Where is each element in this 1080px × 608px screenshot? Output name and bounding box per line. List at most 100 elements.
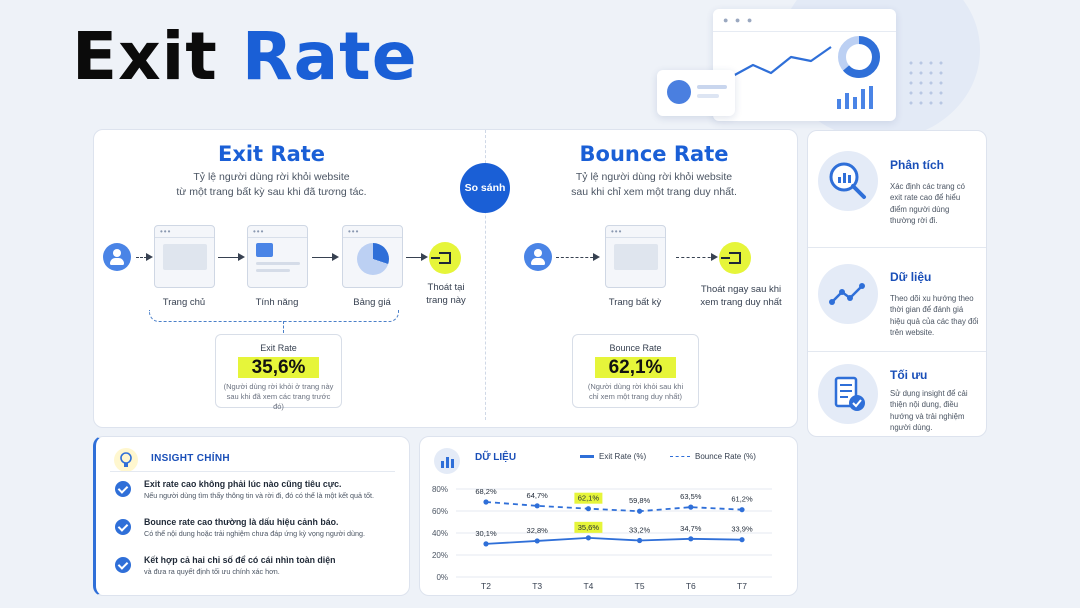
- page-home-label: Trang chủ: [162, 297, 206, 308]
- exit-door-icon: [719, 242, 751, 274]
- highlight-label-bg: [574, 521, 603, 533]
- side-item-data: Dữ liệu Theo dõi xu hướng theo thời gian …: [808, 247, 986, 351]
- flow-arrow: [556, 253, 600, 261]
- flow-arrow: [676, 253, 718, 261]
- data-label: 61,2%: [731, 495, 753, 504]
- data-label: 35,6%: [578, 523, 600, 532]
- dashboard-illustration: ● ● ●: [713, 9, 896, 121]
- x-tick-label: T2: [481, 581, 491, 591]
- user-icon: [103, 243, 131, 271]
- x-tick-label: T7: [737, 581, 747, 591]
- exit-rate-description: Tỷ lệ người dùng rời khỏi website từ một…: [176, 171, 367, 198]
- check-icon: [115, 557, 131, 573]
- y-tick-label: 20%: [432, 551, 448, 560]
- page-features-label: Tính năng: [255, 297, 299, 308]
- page-title: Exit Rate: [72, 18, 418, 95]
- insight-title: INSIGHT CHÍNH: [151, 453, 230, 464]
- data-point: [483, 499, 489, 505]
- side-desc-analysis: Xác định các trang có exit rate cao để hi…: [890, 182, 965, 225]
- data-label: 62,1%: [578, 494, 600, 503]
- y-tick-label: 80%: [432, 485, 448, 494]
- check-icon: [115, 519, 131, 535]
- flow-arrow: [218, 253, 245, 261]
- bounce-stat-note: (Người dùng rời khỏi sau khi chỉ xem một …: [587, 382, 684, 401]
- benefits-panel: Phân tích Xác định các trang có exit rate…: [807, 130, 987, 437]
- compare-badge: So sánh: [460, 163, 510, 213]
- data-label: 34,7%: [680, 524, 702, 533]
- bar-chart-icon: [434, 448, 460, 474]
- data-point: [585, 506, 591, 512]
- exit-rate-heading: Exit Rate: [217, 142, 326, 166]
- data-label: 64,7%: [527, 491, 549, 500]
- data-label: 33,9%: [731, 525, 753, 534]
- data-label: 33,2%: [629, 525, 651, 534]
- side-desc-data: Theo dõi xu hướng theo thời gian để đánh …: [890, 294, 979, 337]
- lightbulb-icon: [114, 448, 138, 472]
- side-title-data: Dữ liệu: [890, 270, 932, 284]
- page-features-icon: •••: [247, 225, 308, 288]
- data-point: [739, 537, 745, 543]
- data-point: [534, 538, 540, 544]
- journey-bracket: [149, 310, 399, 322]
- x-tick-label: T4: [583, 581, 593, 591]
- page-pricing-label: Bảng giá: [353, 297, 391, 308]
- exit-stat-title: Exit Rate: [260, 343, 297, 353]
- profile-card-illustration: [657, 70, 735, 116]
- x-tick-label: T6: [686, 581, 696, 591]
- bounce-stat-value: 62,1%: [594, 357, 677, 378]
- data-chart-panel: DỮ LIỆU Exit Rate (%) Bounce Rate (%) 0%…: [419, 436, 798, 596]
- data-label: 68,2%: [475, 487, 497, 496]
- bounce-rate-stat-box: Bounce Rate 62,1% (Người dùng rời khỏi s…: [572, 334, 699, 408]
- y-tick-label: 0%: [436, 573, 448, 582]
- legend-bounce: Bounce Rate (%): [670, 452, 756, 461]
- data-point: [483, 541, 489, 547]
- journey-bracket-stem: [283, 321, 284, 333]
- y-tick-label: 40%: [432, 529, 448, 538]
- exit-stat-note: (Người dùng rời khỏi ở trang này sau khi …: [223, 382, 334, 411]
- data-point: [637, 508, 643, 514]
- side-item-optimize: Tối ưu Sử dụng insight để cải thiện nội d…: [808, 351, 986, 437]
- side-title-optimize: Tối ưu: [890, 368, 928, 382]
- exit-stat-value: 35,6%: [237, 357, 320, 378]
- side-item-analysis: Phân tích Xác định các trang có exit rate…: [808, 131, 986, 247]
- dot-grid-decoration: [906, 58, 946, 110]
- checklist-icon: [818, 364, 878, 424]
- page-pricing-icon: •••: [342, 225, 403, 288]
- check-icon: [115, 481, 131, 497]
- data-label: 63,5%: [680, 492, 702, 501]
- x-tick-label: T3: [532, 581, 542, 591]
- line-chart: 0% 20% 40% 60% 80% T2 T3 T4 T5 T6 T7 30,1% 32,8% 35,6…: [432, 485, 772, 591]
- exit-rate-stat-box: Exit Rate 35,6% (Người dùng rời khỏi ở t…: [215, 334, 342, 411]
- page-any-icon: •••: [605, 225, 666, 288]
- bounce-rate-heading: Bounce Rate: [579, 142, 729, 166]
- legend-exit: Exit Rate (%): [580, 452, 646, 461]
- data-label: 32,8%: [527, 526, 549, 535]
- panel-divider: [485, 130, 486, 420]
- exit-rate-line: [485, 536, 743, 545]
- highlight-label-bg: [574, 492, 603, 504]
- side-title-analysis: Phân tích: [890, 158, 945, 172]
- flow-arrow: [312, 253, 339, 261]
- data-label: 30,1%: [475, 529, 497, 538]
- data-point: [585, 535, 591, 541]
- data-point: [688, 504, 694, 510]
- flow-arrow: [136, 253, 153, 261]
- data-point: [739, 507, 745, 513]
- title-word-rate: Rate: [241, 18, 418, 95]
- exit-here-label: Thoát tại trang này: [426, 282, 466, 306]
- comparison-panel: Exit Rate Tỷ lệ người dùng rời khỏi webs…: [93, 129, 798, 428]
- line-graph-icon: [818, 264, 878, 324]
- exit-door-icon: [429, 242, 461, 274]
- magnifier-chart-icon: [818, 151, 878, 211]
- data-point: [637, 537, 643, 544]
- bounce-rate-description: Tỷ lệ người dùng rời khỏi website sau kh…: [571, 171, 737, 198]
- side-desc-optimize: Sử dụng insight để cải thiện nội dung, đi…: [890, 389, 968, 432]
- y-tick-label: 60%: [432, 507, 448, 516]
- bounce-stat-title: Bounce Rate: [609, 343, 662, 353]
- insight-divider: [110, 471, 395, 472]
- x-tick-label: T5: [635, 581, 645, 591]
- title-word-exit: Exit: [72, 18, 218, 95]
- flow-arrow: [406, 253, 428, 261]
- data-title: DỮ LIỆU: [475, 452, 517, 463]
- user-icon: [524, 243, 552, 271]
